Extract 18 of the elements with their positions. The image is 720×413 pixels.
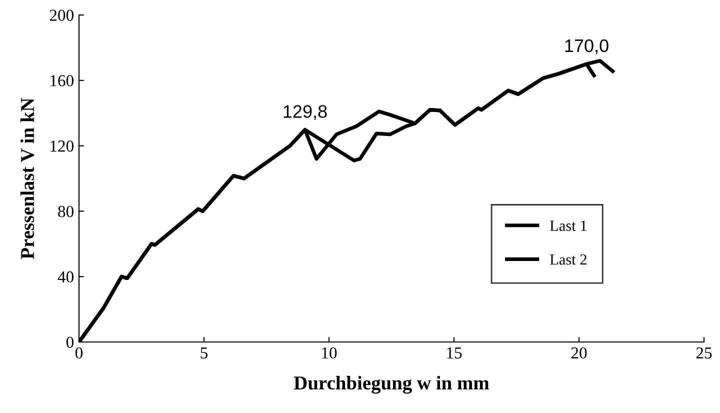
annotation: 129,8	[284, 105, 327, 120]
y-tick-label: 40	[58, 271, 74, 283]
annotation: 170,0	[565, 39, 608, 54]
legend-label: Last 1	[550, 220, 586, 231]
x-axis-title: Durchbiegung w in mm	[294, 376, 490, 394]
y-tick-label: 160	[50, 75, 74, 86]
x-tick-label: 15	[447, 347, 462, 359]
y-axis-title: Pressenlast V in kN	[20, 98, 34, 259]
y-tick-label: 120	[50, 140, 74, 152]
y-tick-label: 80	[58, 206, 74, 218]
x-tick-label: 10	[322, 347, 337, 359]
y-tick-label: 0	[66, 336, 74, 348]
x-tick-label: 20	[571, 347, 587, 359]
x-tick-label: 5	[200, 348, 208, 359]
x-tick-label: 25	[696, 347, 712, 359]
x-tick-label: 0	[75, 347, 83, 359]
y-tick-label: 200	[50, 10, 74, 21]
legend-label: Last 2	[550, 254, 586, 265]
